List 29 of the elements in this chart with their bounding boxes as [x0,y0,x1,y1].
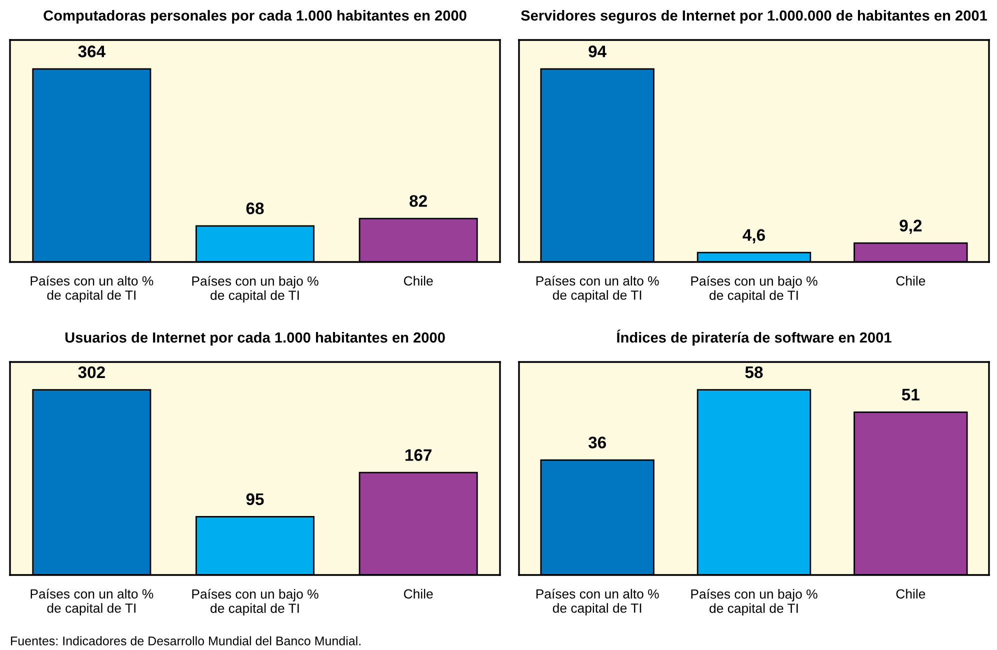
x-tick-label: Países con un alto % de capital de TI [536,588,659,616]
data-label: 36 [588,436,606,448]
x-tick-label: Países con un bajo % de capital de TI [691,588,818,616]
x-tick-label: Chile [404,276,433,286]
chart-title: Computadoras personales por cada 1.000 habitantes en 2000 [44,10,466,24]
data-label: 51 [902,388,920,401]
chart-title: Servidores seguros de Internet por 1.000.000 de habitantes en 2001 [521,10,988,24]
data-label: 167 [405,449,432,461]
data-label: 302 [78,366,105,378]
data-label: 94 [588,46,607,58]
x-tick-label: Chile [896,276,926,286]
source-note: Fuentes: Indicadores de Desarrollo Mundial del Banco Mundial. [11,636,360,646]
data-label: 58 [745,366,763,378]
x-tick-label: Países con un bajo % de capital de TI [691,276,818,303]
x-tick-label: Países con un alto % de capital de TI [30,588,154,616]
data-label: 95 [246,493,264,506]
data-label: 68 [246,202,264,214]
chart-title: Índices de piratería de software en 2001 [616,330,892,346]
data-label: 9,2 [900,220,922,234]
x-tick-label: Países con un bajo % de capital de TI [192,588,318,616]
x-tick-label: Países con un alto % de capital de TI [536,276,659,302]
x-tick-label: Chile [404,588,433,599]
x-tick-label: Chile [896,588,926,599]
data-label: 4,6 [742,229,765,244]
data-label: 364 [78,46,106,58]
x-tick-label: Países con un alto % de capital de TI [30,276,154,302]
data-label: 82 [410,195,427,207]
chart-title: Usuarios de Internet por cada 1.000 habitantes en 2000 [65,332,445,346]
x-tick-label: Países con un bajo % de capital de TI [192,276,318,303]
